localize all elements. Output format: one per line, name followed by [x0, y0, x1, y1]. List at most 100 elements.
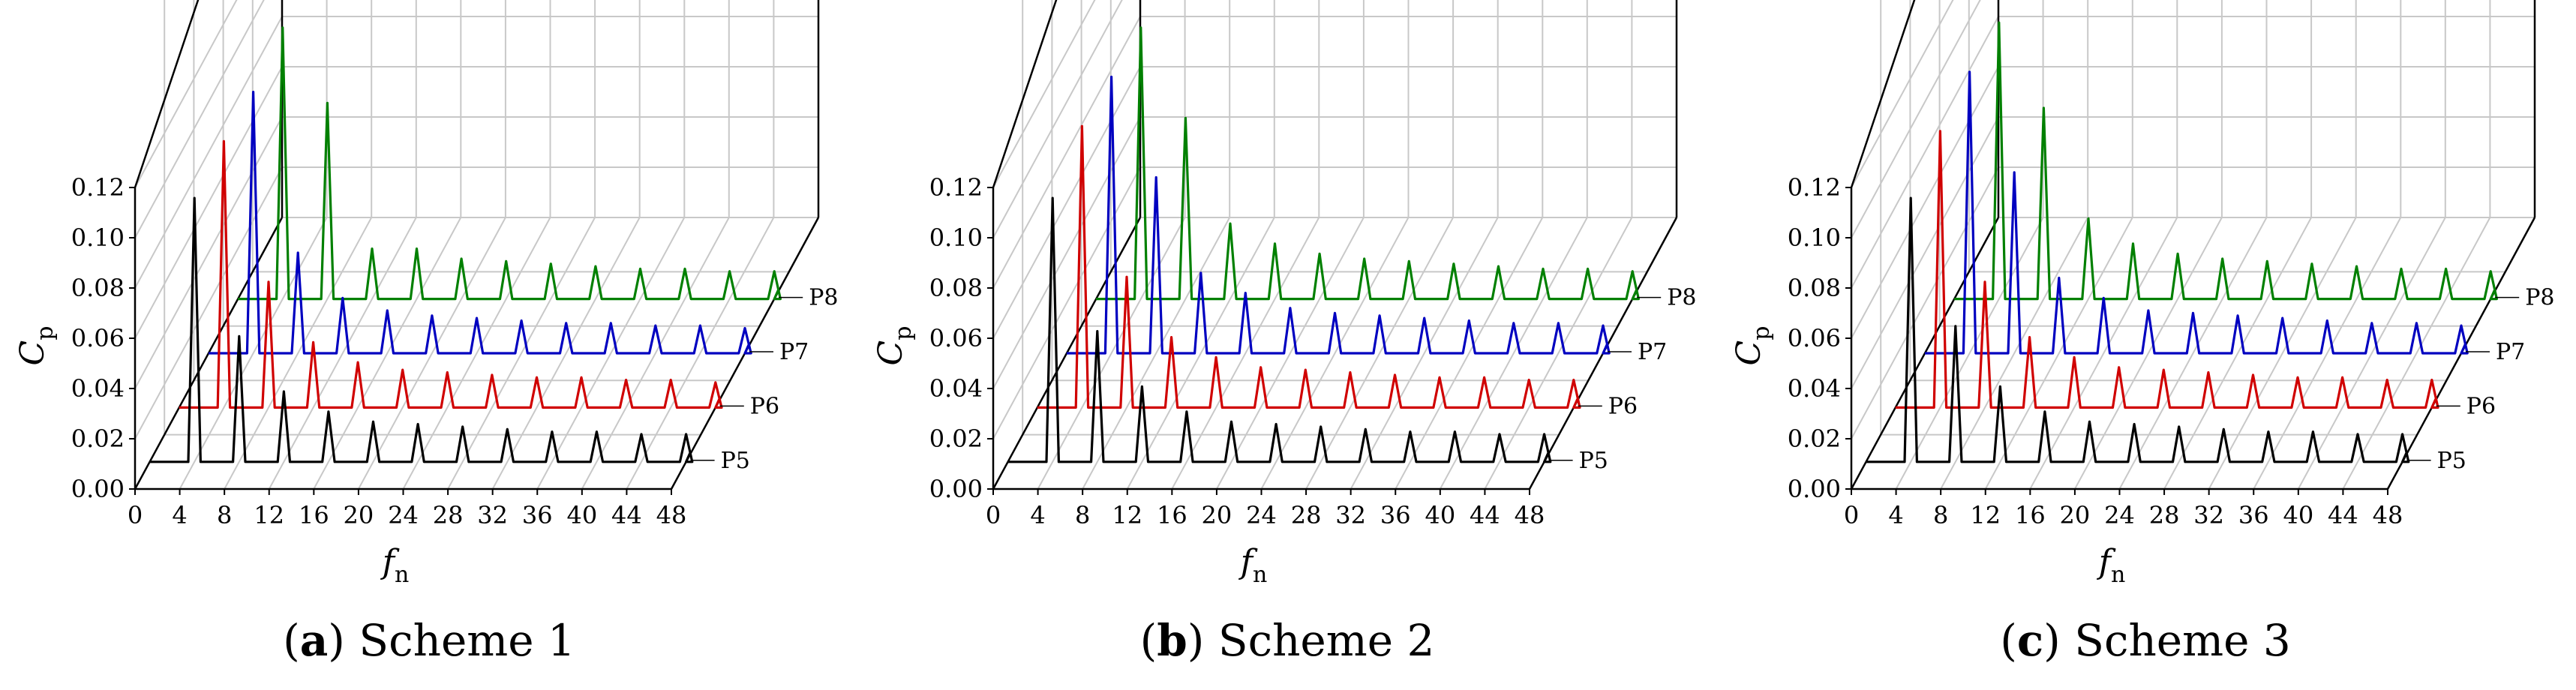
gridline-x [2253, 0, 2402, 490]
chart-panel-a: P8 P7 P6 P5 0 4 8 12 16 20 24 28 32 36 40 44 48 0.00 0.02 0… [0, 0, 858, 690]
series-label-p5: P5 [1579, 448, 1608, 474]
y-tick-label: 0.12 [71, 173, 125, 202]
gridline-y [134, 66, 818, 339]
axis-frame-line [134, 0, 200, 188]
y-tick-label: 0.02 [929, 424, 983, 453]
y-axis-title: Cp [14, 326, 59, 366]
series-label-p6: P6 [750, 393, 779, 419]
gridline-depth [1938, 0, 2476, 327]
y-tick-label: 0.10 [71, 224, 125, 252]
caption-c-label: c [2016, 615, 2044, 666]
x-axis-title-sub: n [395, 562, 409, 588]
x-tick-label: 40 [2283, 501, 2313, 530]
gridline-y [134, 0, 238, 188]
x-tick-label: 44 [611, 501, 642, 530]
y-tick-label: 0.08 [71, 274, 125, 302]
y-axis-title: Cp [872, 326, 917, 366]
x-axis-title: fn [380, 543, 410, 588]
x-tick-label: 48 [656, 501, 687, 530]
gridline-y [134, 16, 818, 289]
x-tick-label: 4 [172, 501, 187, 530]
y-axis-title-sub: p [32, 326, 59, 340]
y-tick-label: 0.02 [71, 424, 125, 453]
x-tick-label: 12 [254, 501, 284, 530]
series-line-p5 [1007, 196, 1552, 464]
gridline-y [1851, 0, 1954, 188]
series-label-p7: P7 [2496, 339, 2525, 365]
gridline-depth [1080, 0, 1618, 327]
y-tick-label: 0.04 [929, 374, 983, 403]
y-tick-label: 0.04 [71, 374, 125, 403]
series-label-p8: P8 [2525, 285, 2554, 311]
gridline-depth [222, 0, 760, 327]
x-tick-label: 12 [1112, 501, 1142, 530]
gridline-x [536, 0, 686, 490]
x-tick-label: 36 [2238, 501, 2269, 530]
y-axis-title-group: Cp [1730, 326, 1775, 366]
x-tick-label: 28 [1291, 501, 1322, 530]
gridline-x [313, 0, 462, 490]
series-label-p8: P8 [809, 285, 838, 311]
gridline-y [992, 0, 1123, 238]
x-tick-label: 20 [1202, 501, 1232, 530]
gridline-depth [193, 0, 731, 382]
gridline-y [992, 66, 1677, 339]
gridline-x [671, 0, 819, 490]
y-tick-label: 0.10 [1788, 224, 1841, 252]
gridline-x [2208, 0, 2357, 490]
x-tick-label: 16 [1157, 501, 1187, 530]
x-tick-label: 40 [566, 501, 597, 530]
x-axis-title: fn [2097, 543, 2126, 588]
x-tick-label: 32 [2193, 501, 2224, 530]
x-tick-label: 28 [433, 501, 464, 530]
x-tick-label: 36 [522, 501, 553, 530]
x-tick-label: 24 [2104, 501, 2135, 530]
y-tick-label: 0.10 [929, 224, 983, 252]
x-tick-label: 48 [2373, 501, 2403, 530]
gridline-x [1082, 0, 1231, 490]
y-axis-title-group: Cp [14, 326, 59, 366]
x-tick-label: 8 [1933, 501, 1948, 530]
x-tick-label: 48 [1515, 501, 1545, 530]
gridline-x [2297, 0, 2446, 490]
x-tick-label: 44 [2328, 501, 2358, 530]
y-tick-label: 0.12 [1788, 173, 1841, 202]
caption-a-text: Scheme 1 [359, 615, 575, 666]
x-axis-title-sub: n [1253, 562, 1267, 588]
x-tick-label: 40 [1425, 501, 1455, 530]
y-axis-title: Cp [1730, 326, 1775, 366]
y-tick-label: 0.12 [929, 173, 983, 202]
gridline-x [1395, 0, 1544, 490]
gridline-depth [251, 0, 789, 273]
x-tick-label: 8 [217, 501, 232, 530]
x-tick-label: 20 [344, 501, 374, 530]
series-line-p7 [209, 90, 752, 355]
gridline-x [402, 0, 551, 490]
gridline-y [992, 16, 1677, 289]
gridline-y [1851, 166, 2535, 440]
gridline-x [1171, 0, 1320, 490]
x-tick-label: 32 [477, 501, 508, 530]
series-label-p5: P5 [2437, 448, 2466, 474]
x-tick-label: 8 [1075, 501, 1090, 530]
series-label-p6: P6 [2466, 393, 2496, 419]
gridline-y [1851, 66, 2535, 339]
x-tick-label: 28 [2149, 501, 2180, 530]
gridline-x [1305, 0, 1455, 490]
x-tick-label: 24 [388, 501, 419, 530]
series-line-p8 [1954, 21, 2499, 301]
gridline-x [1216, 0, 1365, 490]
y-tick-label: 0.08 [1788, 274, 1841, 302]
gridline-depth [1968, 0, 2505, 273]
x-tick-label: 12 [1970, 501, 2001, 530]
series-line-p7 [1925, 70, 2469, 355]
chart-panel-b: P8 P7 P6 P5 0 4 8 12 16 20 24 28 32 36 40 44 48 0.00 0.02 0… [858, 0, 1716, 690]
gridline-x [2163, 0, 2313, 490]
y-tick-label: 0.00 [71, 475, 125, 503]
series-line-p5 [1866, 196, 2410, 464]
y-axis-title-group: Cp [872, 326, 917, 366]
y-axis-title-sub: p [890, 326, 917, 340]
